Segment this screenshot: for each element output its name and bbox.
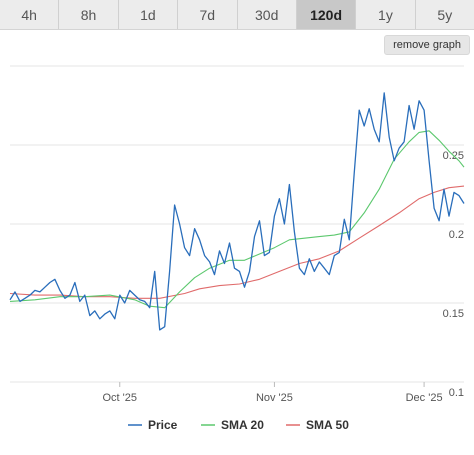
tab-1d[interactable]: 1d — [119, 0, 179, 29]
series-line-price — [9, 92, 465, 331]
tab-120d[interactable]: 120d — [296, 0, 357, 29]
tab-1y[interactable]: 1y — [356, 0, 416, 29]
x-tick-label: Oct '25 — [103, 392, 138, 404]
timeframe-tabs: 4h 8h 1d 7d 30d 120d 1y 5y — [0, 0, 474, 30]
tab-4h[interactable]: 4h — [0, 0, 60, 29]
tab-30d[interactable]: 30d — [238, 0, 297, 29]
y-tick-label: 0.15 — [443, 308, 464, 320]
series-line-sma-50 — [9, 185, 465, 299]
legend-label: Price — [148, 418, 178, 432]
x-tick-label: Dec '25 — [406, 392, 443, 404]
tab-8h[interactable]: 8h — [59, 0, 119, 29]
y-tick-label: 0.2 — [449, 229, 464, 241]
y-tick-label: 0.1 — [449, 387, 464, 399]
legend-label: SMA 20 — [221, 418, 264, 432]
series-line-sma-20 — [9, 130, 465, 309]
tab-5y[interactable]: 5y — [437, 6, 453, 23]
legend-label: SMA 50 — [306, 418, 349, 432]
tab-7d[interactable]: 7d — [178, 0, 238, 29]
remove-graph-button[interactable]: remove graph — [384, 35, 470, 55]
x-tick-label: Nov '25 — [256, 392, 293, 404]
